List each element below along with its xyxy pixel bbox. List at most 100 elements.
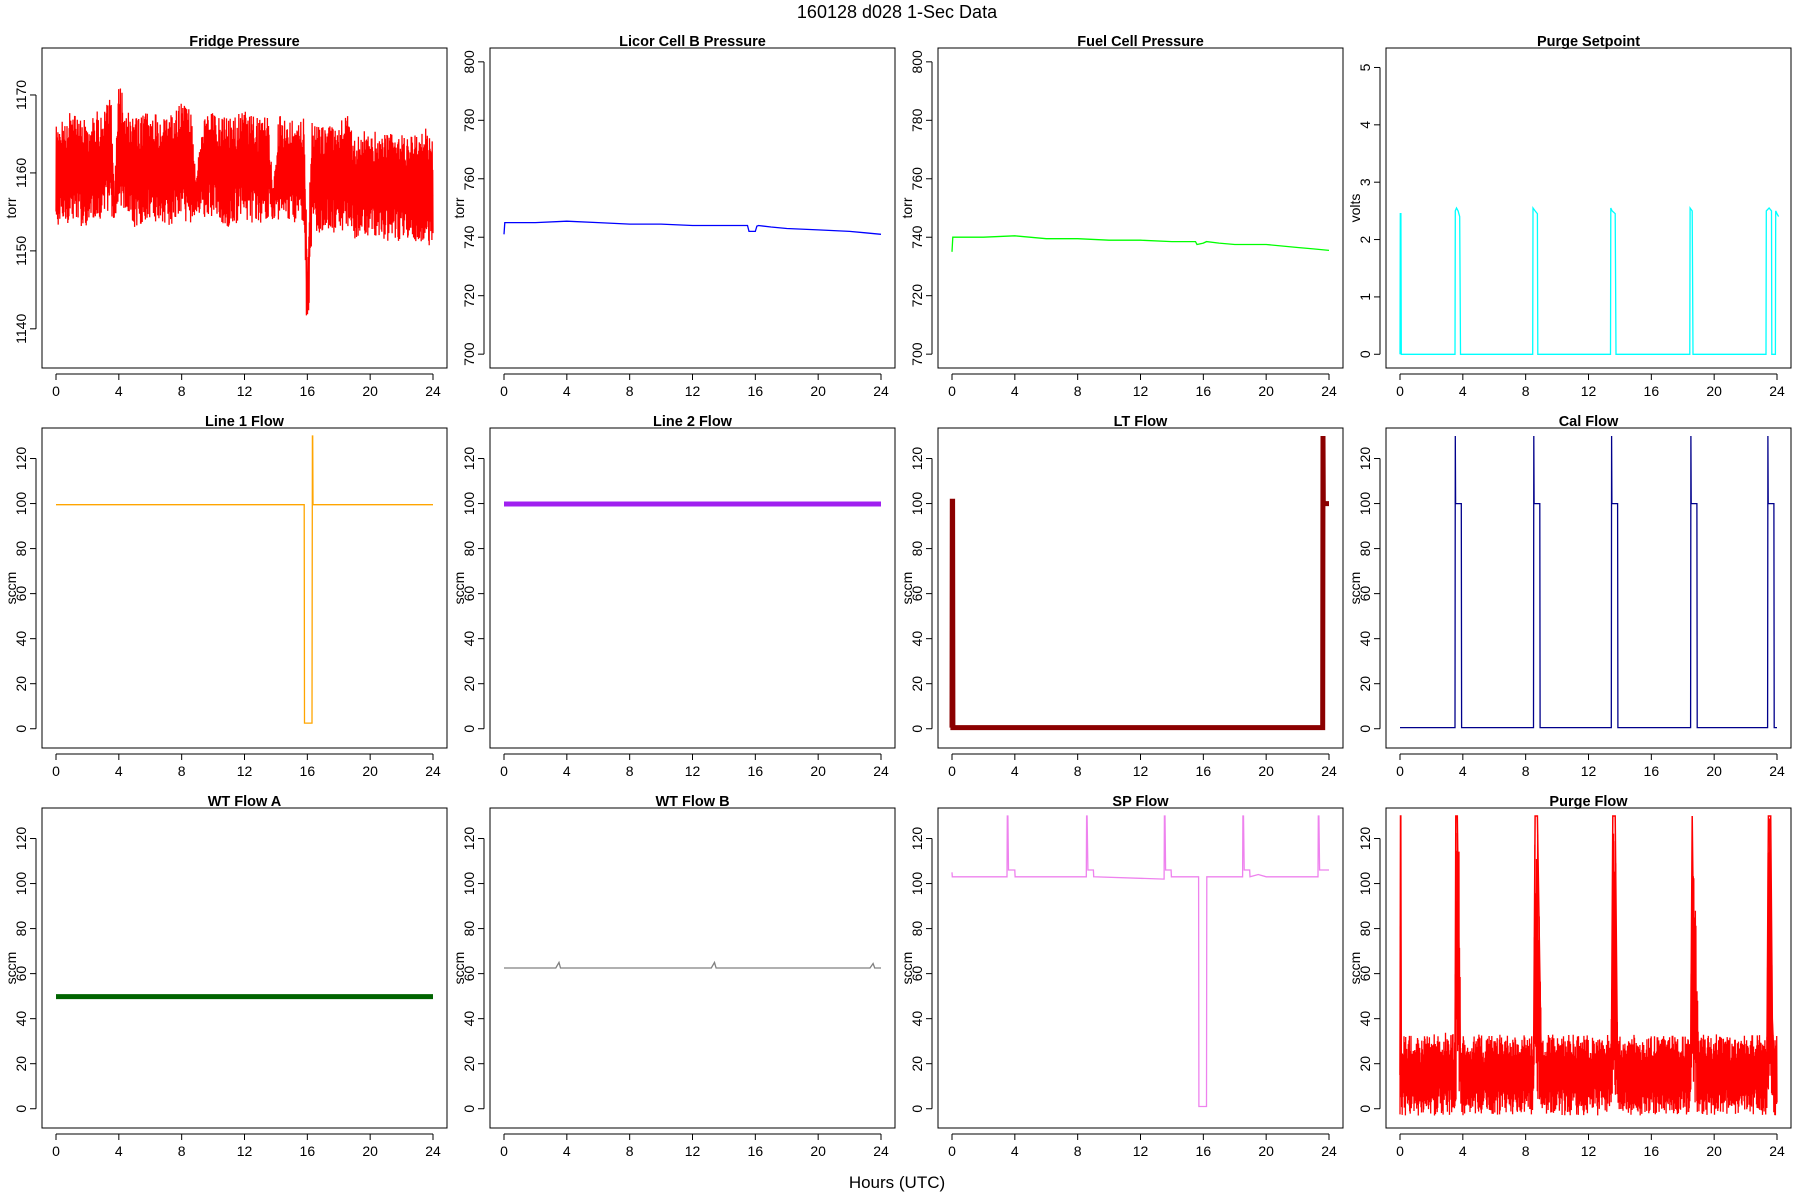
panel-8-series-line xyxy=(1400,435,1777,729)
panel-12-ytick-label: 40 xyxy=(1357,1011,1373,1027)
panel-10-title: WT Flow B xyxy=(655,794,729,810)
panel-10: WT Flow B sccm 0 4 8 12 16 20 24 0 20 40 60 80 100 120 xyxy=(451,794,896,1159)
panel-11-ytick-label: 40 xyxy=(909,1011,925,1027)
panel-5-xtick-label: 16 xyxy=(300,763,316,779)
panel-12-xtick-label: 0 xyxy=(1396,1143,1404,1159)
panel-12-xtick-label: 8 xyxy=(1522,1143,1530,1159)
panel-10-ytick-label: 120 xyxy=(461,827,477,851)
panel-7-xtick-label: 4 xyxy=(1011,763,1019,779)
panel-12-ytick-label: 80 xyxy=(1357,921,1373,937)
panel-1-xtick-label: 24 xyxy=(425,383,441,399)
panel-6-xtick-label: 8 xyxy=(626,763,634,779)
panel-4-y-axis: 0 1 2 3 4 5 xyxy=(1357,63,1381,358)
panel-1-xtick-label: 20 xyxy=(362,383,378,399)
panel-9-ytick-label: 80 xyxy=(13,921,29,937)
panel-2-ytick-label: 700 xyxy=(461,342,477,366)
panel-10-ylabel: sccm xyxy=(451,952,467,985)
panel-12-ylabel: sccm xyxy=(1347,952,1363,985)
panel-2-ylabel: torr xyxy=(451,197,467,218)
panel-12-ytick-label: 0 xyxy=(1357,1105,1373,1113)
panel-7-ytick-label: 120 xyxy=(909,447,925,471)
panel-12-y-axis: 0 20 40 60 80 100 120 xyxy=(1357,827,1381,1113)
panel-8-title: Cal Flow xyxy=(1559,414,1619,430)
panel-9-xtick-label: 20 xyxy=(362,1143,378,1159)
panel-11-ytick-label: 100 xyxy=(909,872,925,896)
panel-11-ytick-label: 120 xyxy=(909,827,925,851)
panel-6-ytick-label: 100 xyxy=(461,492,477,516)
panel-11-title: SP Flow xyxy=(1112,794,1169,810)
panel-1-ytick-label: 1160 xyxy=(13,158,29,188)
panel-2-series-line xyxy=(503,220,882,235)
figure-title: 160128 d028 1-Sec Data xyxy=(797,2,998,22)
panel-12-frame xyxy=(1385,807,1792,1129)
panel-9-y-axis: 0 20 40 60 80 100 120 xyxy=(13,827,37,1113)
panel-6-xtick-label: 16 xyxy=(748,763,764,779)
panel-6-frame xyxy=(489,427,896,749)
panel-7-xtick-label: 16 xyxy=(1196,763,1212,779)
panel-10-ytick-label: 80 xyxy=(461,921,477,937)
panel-5-ylabel: sccm xyxy=(3,572,19,605)
panel-3-series-line xyxy=(951,235,1330,252)
panel-6-x-axis: 0 4 8 12 16 20 24 xyxy=(500,753,889,779)
panel-3-xtick-label: 16 xyxy=(1196,383,1212,399)
panel-3-xtick-label: 8 xyxy=(1074,383,1082,399)
panel-4-ytick-label: 0 xyxy=(1357,350,1373,358)
panel-4-ytick-label: 4 xyxy=(1357,121,1373,129)
panel-4-xtick-label: 12 xyxy=(1581,383,1597,399)
panel-1-y-axis: 1140 1150 1160 1170 xyxy=(13,80,37,344)
panel-2-ytick-label: 740 xyxy=(461,225,477,249)
panel-11-xtick-label: 8 xyxy=(1074,1143,1082,1159)
panel-4-xtick-label: 24 xyxy=(1769,383,1785,399)
panel-10-series-line xyxy=(504,960,881,969)
panel-7-y-axis: 0 20 40 60 80 100 120 xyxy=(909,447,933,733)
panel-5-xtick-label: 8 xyxy=(178,763,186,779)
panel-8-ytick-label: 80 xyxy=(1357,541,1373,557)
panel-2-xtick-label: 0 xyxy=(500,383,508,399)
panel-2-xtick-label: 20 xyxy=(810,383,826,399)
panel-4-ytick-label: 5 xyxy=(1357,63,1373,71)
panel-9-ytick-label: 0 xyxy=(13,1105,29,1113)
panel-11-ytick-label: 60 xyxy=(909,966,925,982)
panel-7-frame xyxy=(937,427,1344,749)
panel-6-ytick-label: 80 xyxy=(461,541,477,557)
panel-8-xtick-label: 24 xyxy=(1769,763,1785,779)
panel-11-ytick-label: 0 xyxy=(909,1105,925,1113)
panel-1-series-band xyxy=(55,88,434,316)
panel-7-title: LT Flow xyxy=(1114,414,1168,430)
panel-6-xtick-label: 12 xyxy=(685,763,701,779)
panel-7-xtick-label: 0 xyxy=(948,763,956,779)
panel-7-xtick-label: 20 xyxy=(1258,763,1274,779)
panel-11-ytick-label: 80 xyxy=(909,921,925,937)
panel-9-xtick-label: 24 xyxy=(425,1143,441,1159)
panel-12-xtick-label: 24 xyxy=(1769,1143,1785,1159)
panel-1-ylabel: torr xyxy=(3,197,19,218)
figure-xlabel: Hours (UTC) xyxy=(849,1173,945,1192)
panel-7-ytick-label: 20 xyxy=(909,676,925,692)
panel-2-xtick-label: 4 xyxy=(563,383,571,399)
panel-10-xtick-label: 8 xyxy=(626,1143,634,1159)
panel-2-series xyxy=(503,220,882,235)
panel-6-ytick-label: 0 xyxy=(461,725,477,733)
panel-3-ylabel: torr xyxy=(899,197,915,218)
panel-4-xtick-label: 20 xyxy=(1706,383,1722,399)
panel-9-frame xyxy=(41,807,448,1129)
panel-10-y-axis: 0 20 40 60 80 100 120 xyxy=(461,827,485,1113)
panel-5-xtick-label: 20 xyxy=(362,763,378,779)
panel-11-xtick-label: 12 xyxy=(1133,1143,1149,1159)
panel-3-xtick-label: 20 xyxy=(1258,383,1274,399)
panel-2-xtick-label: 24 xyxy=(873,383,889,399)
panel-7-ytick-label: 0 xyxy=(909,725,925,733)
panel-4-frame xyxy=(1385,47,1792,369)
panel-10-ytick-label: 0 xyxy=(461,1105,477,1113)
panel-5-series-line xyxy=(56,435,433,724)
panel-4-series xyxy=(1399,205,1780,355)
panel-2-frame xyxy=(489,47,896,369)
panel-12-series-band xyxy=(1399,818,1778,1116)
panel-3-xtick-label: 4 xyxy=(1011,383,1019,399)
panel-3-ytick-label: 700 xyxy=(909,342,925,366)
panel-11-xtick-label: 20 xyxy=(1258,1143,1274,1159)
panel-1-frame xyxy=(41,47,448,369)
